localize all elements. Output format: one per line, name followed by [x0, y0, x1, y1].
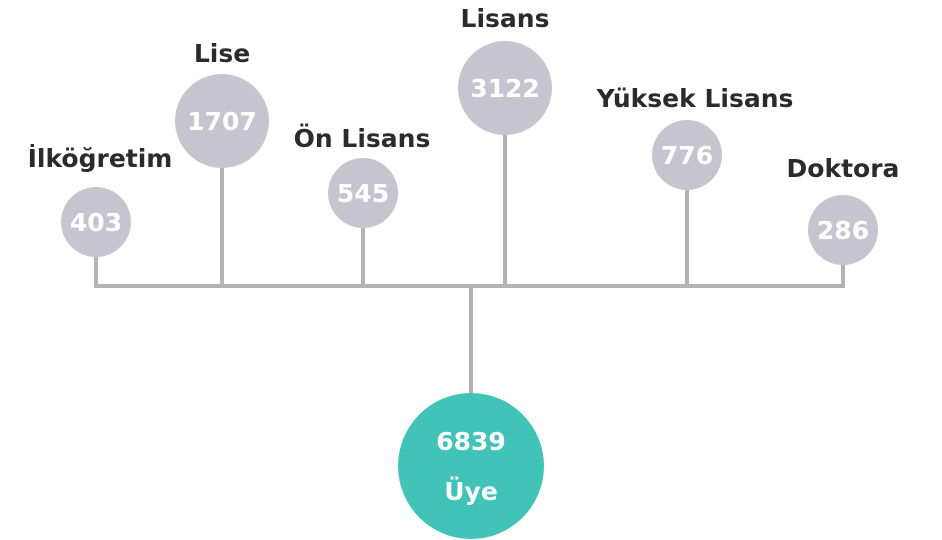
total-value: 6839 — [436, 427, 506, 456]
node-circle — [328, 158, 398, 228]
node-value: 403 — [70, 208, 122, 237]
node-circle — [652, 120, 722, 190]
node-label: Yüksek Lisans — [596, 84, 794, 113]
node-circle — [808, 195, 878, 265]
node-value: 3122 — [470, 74, 540, 103]
node-label: Doktora — [787, 154, 900, 183]
node-circle — [458, 41, 552, 135]
node-label: Lisans — [461, 4, 550, 33]
node-value: 1707 — [187, 107, 257, 136]
node-value: 286 — [817, 216, 869, 245]
total-label: Üye — [444, 476, 498, 506]
total-circle — [398, 393, 544, 539]
node-label: İlköğretim — [28, 143, 173, 173]
node-label: Lise — [194, 39, 250, 68]
node-circle — [175, 74, 269, 168]
node-value: 545 — [337, 179, 389, 208]
node-circle — [61, 187, 131, 257]
node-label: Ön Lisans — [294, 123, 431, 153]
node-value: 776 — [661, 141, 713, 170]
